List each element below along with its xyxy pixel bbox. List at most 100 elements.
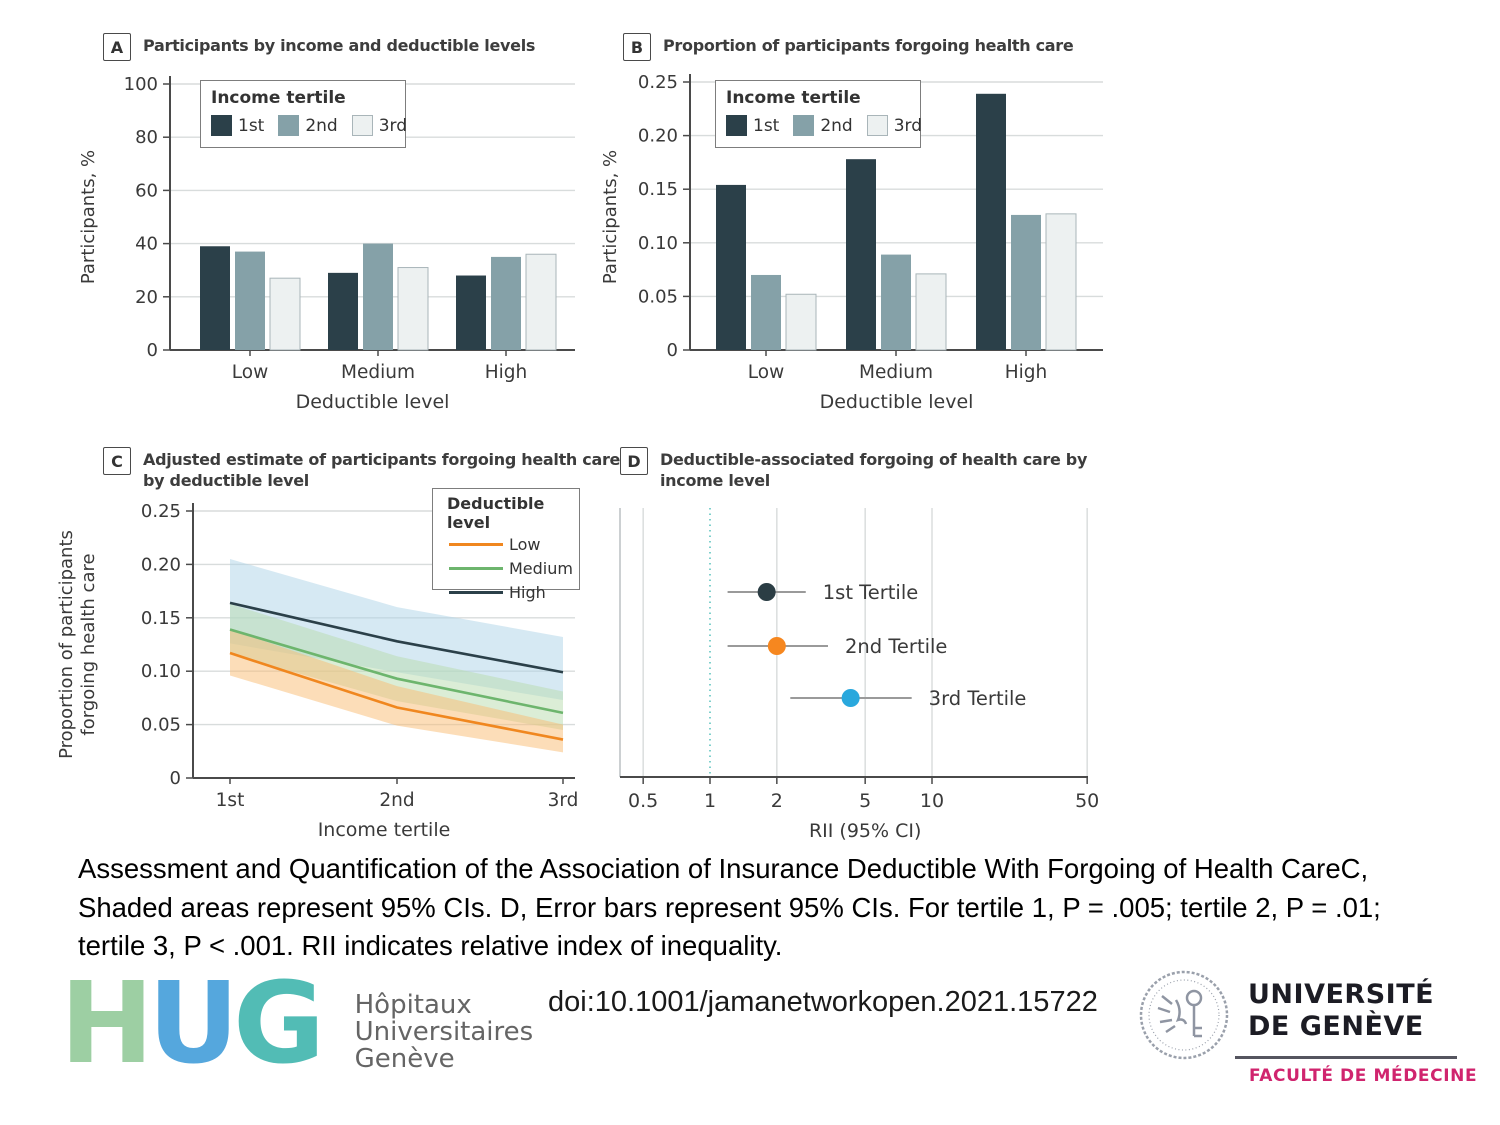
hug-letter-h: H [60, 959, 154, 1089]
unige-name-line1: UNIVERSITÉ [1248, 979, 1435, 1010]
svg-text:50: 50 [1075, 790, 1099, 812]
svg-text:Deductible level: Deductible level [820, 391, 974, 413]
svg-text:0.10: 0.10 [141, 661, 181, 682]
legend-swatch-2nd [793, 115, 815, 136]
legend-swatch-3rd [866, 115, 888, 136]
svg-text:1st: 1st [216, 790, 245, 811]
panel-d-letter: D [620, 447, 648, 475]
panel-c-title: C Adjusted estimate of participants forg… [103, 447, 620, 491]
legend-line-medium [449, 567, 503, 570]
svg-text:2nd Tertile: 2nd Tertile [845, 635, 947, 658]
unige-name-line2: DE GENÈVE [1248, 1011, 1424, 1042]
legend-swatch-1st [211, 115, 232, 136]
svg-text:0: 0 [147, 340, 158, 361]
panel-b-legend-items: 1st 2nd 3rd [726, 115, 923, 136]
svg-text:High: High [485, 362, 528, 383]
svg-text:60: 60 [135, 180, 158, 201]
panel-a-legend: Income tertile 1st 2nd 3rd [200, 80, 408, 148]
panel-b-letter: B [623, 33, 651, 61]
legend-row-high: High [449, 583, 573, 602]
caption-line2: Shaded areas represent 95% CIs. D, Error… [78, 891, 1381, 923]
legend-label-low: Low [509, 535, 541, 554]
panel-c-title-line1: Adjusted estimate of participants forgoi… [143, 450, 621, 469]
svg-text:20: 20 [135, 287, 158, 308]
hug-logo-name: Hôpitaux Universitaires Genève [355, 992, 534, 1073]
panel-c-chart: 0 0.05 0.10 0.15 0.20 0.25 1st 2nd 3rd Income ter… [141, 501, 579, 841]
panel-a-title: A Participants by income and deductible … [103, 33, 535, 61]
svg-text:10: 10 [920, 790, 944, 812]
caption-line3: tertile 3, P < .001. RII indicates relat… [78, 930, 783, 961]
legend-line-low [449, 543, 503, 546]
svg-text:1st Tertile: 1st Tertile [823, 581, 919, 604]
panel-b-title: B Proportion of participants forgoing he… [623, 33, 1074, 61]
svg-text:0.20: 0.20 [638, 126, 678, 147]
svg-text:0.5: 0.5 [628, 790, 658, 812]
panel-a-ylabel: Participants, % [78, 149, 99, 285]
legend-line-high [449, 591, 503, 594]
svg-text:RII (95% CI): RII (95% CI) [809, 820, 921, 842]
svg-text:0.05: 0.05 [141, 715, 181, 736]
svg-text:3rd: 3rd [548, 790, 579, 811]
panel-d-title: D Deductible-associated forgoing of heal… [620, 447, 1087, 491]
svg-text:0: 0 [170, 768, 181, 789]
legend-swatch-3rd [351, 115, 373, 136]
svg-text:2: 2 [771, 790, 783, 812]
legend-label-2nd: 2nd [305, 115, 338, 136]
hug-name-line3: Genève [354, 1044, 455, 1074]
legend-swatch-2nd [278, 115, 300, 136]
panel-b-legend: Income tertile 1st 2nd 3rd [715, 80, 923, 148]
panel-b-legend-title: Income tertile [726, 88, 861, 108]
svg-text:Medium: Medium [341, 362, 415, 383]
hug-logo: H U G Hôpitaux Universitaires Genève [60, 968, 534, 1080]
panel-b-title-text: Proportion of participants forgoing heal… [663, 36, 1074, 55]
doi-text: doi:10.1001/jamanetworkopen.2021.15722 [548, 986, 1098, 1018]
legend-label-2nd: 2nd [820, 115, 853, 136]
caption-line1: Assessment and Quantification of the Ass… [78, 853, 1369, 884]
panel-d-title-text: Deductible-associated forgoing of health… [660, 447, 1087, 491]
svg-text:40: 40 [135, 234, 158, 255]
unige-logo-text: UNIVERSITÉ DE GENÈVE [1248, 979, 1434, 1043]
svg-text:3rd Tertile: 3rd Tertile [929, 687, 1027, 710]
svg-text:Low: Low [748, 362, 784, 383]
panel-b-chart: 0 0.05 0.10 0.15 0.20 0.25 Low Medium High Deduct… [638, 72, 1103, 413]
panel-d-forest-plot: 0.5 1 2 5 10 50 1st Tertile 2nd Tertile 3rd Tert… [619, 508, 1099, 842]
unige-seal-icon [1139, 970, 1229, 1060]
svg-text:2nd: 2nd [379, 790, 414, 811]
unige-divider [1235, 1056, 1457, 1059]
panel-c-title-text: Adjusted estimate of participants forgoi… [143, 447, 620, 491]
svg-text:0.05: 0.05 [638, 286, 678, 307]
panel-c-ylabel: Proportion of participants forgoing heal… [56, 530, 99, 759]
panel-c-title-line2: by deductible level [143, 471, 309, 490]
legend-row-medium: Medium [449, 559, 573, 578]
panel-d-title-line2: income level [660, 471, 770, 490]
hug-letter-g: G [233, 959, 325, 1089]
panel-a-legend-items: 1st 2nd 3rd [211, 115, 408, 136]
legend-row-low: Low [449, 535, 573, 554]
svg-text:0.20: 0.20 [141, 554, 181, 575]
panel-c-legend: Deductible level Low Medium High [432, 488, 580, 602]
svg-text:0.15: 0.15 [141, 608, 181, 629]
legend-label-medium: Medium [509, 559, 573, 578]
svg-text:0.25: 0.25 [638, 72, 678, 93]
svg-text:80: 80 [135, 127, 158, 148]
hug-name-line1: Hôpitaux [354, 990, 472, 1020]
unige-faculty-text: FACULTÉ DE MÉDECINE [1249, 1066, 1478, 1086]
hug-name-line2: Universitaires [354, 1017, 534, 1047]
svg-text:Deductible level: Deductible level [296, 391, 450, 413]
svg-text:0.15: 0.15 [638, 179, 678, 200]
panel-a-letter: A [103, 33, 131, 61]
figure-caption: Assessment and Quantification of the Ass… [78, 850, 1498, 966]
legend-label-3rd: 3rd [893, 115, 923, 136]
panel-b-ylabel: Participants, % [600, 149, 621, 285]
panel-d-title-line1: Deductible-associated forgoing of health… [660, 450, 1088, 469]
svg-text:Income tertile: Income tertile [318, 819, 451, 841]
legend-swatch-1st [726, 115, 747, 136]
panel-c-letter: C [103, 447, 131, 475]
svg-text:0.10: 0.10 [638, 233, 678, 254]
svg-text:High: High [1005, 362, 1048, 383]
legend-label-1st: 1st [753, 115, 780, 136]
svg-text:1: 1 [704, 790, 716, 812]
panel-c-legend-title: Deductible level [447, 494, 545, 532]
legend-label-3rd: 3rd [378, 115, 408, 136]
